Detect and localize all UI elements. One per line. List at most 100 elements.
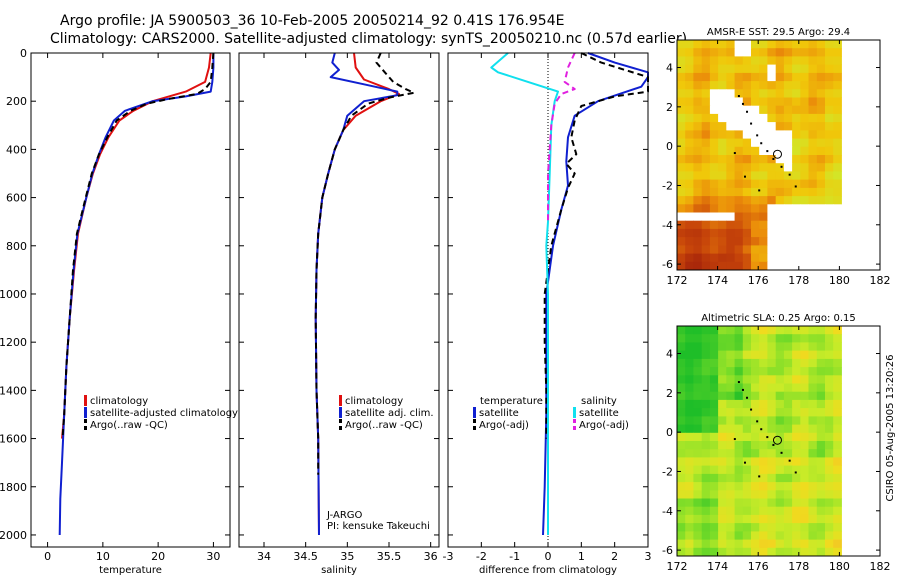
map-cell xyxy=(677,138,686,148)
map-cell xyxy=(816,163,826,172)
map-cell xyxy=(734,408,744,417)
map-sla: 172 174 176 178 180 182 -6 -4 -2 0 2 4 Altimetric SL… xyxy=(662,313,890,573)
map-cell xyxy=(808,130,818,140)
map-cell xyxy=(734,547,744,557)
map-cell xyxy=(751,334,760,343)
map-cell xyxy=(718,506,727,516)
island-dot xyxy=(794,471,797,474)
map-cell xyxy=(783,179,793,189)
map-cell xyxy=(701,130,711,140)
x-tick-label: 1 xyxy=(578,550,585,563)
map-cell xyxy=(825,146,834,156)
map-cell xyxy=(742,367,752,376)
map-cell xyxy=(808,514,818,524)
map-cell xyxy=(833,81,842,90)
map-cell xyxy=(792,212,801,222)
y-tick-label: 1200 xyxy=(0,336,27,349)
map-cell xyxy=(808,253,818,263)
map-cell xyxy=(825,449,834,458)
map-cell xyxy=(783,261,793,271)
island-dot xyxy=(788,459,791,462)
map-cell xyxy=(792,350,801,360)
map-cell xyxy=(759,457,768,467)
map-cell xyxy=(759,334,768,343)
map-cell xyxy=(677,97,686,107)
map-cell xyxy=(816,56,826,66)
map-cell xyxy=(783,547,793,557)
map-cell xyxy=(792,498,801,508)
map-cell xyxy=(808,64,818,74)
map-cell xyxy=(718,138,727,148)
map-cell xyxy=(800,432,809,442)
map-cell xyxy=(742,506,752,516)
map-cell xyxy=(816,130,826,140)
y-tick-label: -6 xyxy=(662,258,673,271)
map-cell xyxy=(709,342,719,352)
map-cell xyxy=(775,350,785,360)
map-cell xyxy=(816,498,826,508)
map-cell xyxy=(767,122,777,131)
map-cell xyxy=(718,514,727,524)
map-cell xyxy=(816,375,826,384)
map-cell xyxy=(833,457,842,467)
map-cell xyxy=(685,89,694,98)
map-cell xyxy=(816,146,826,156)
map-cell xyxy=(775,64,785,74)
map-cell xyxy=(759,40,768,49)
map-cell xyxy=(833,441,842,450)
map-cell xyxy=(759,416,768,426)
map-cell xyxy=(767,391,777,401)
map-cell xyxy=(808,482,818,491)
map-cell xyxy=(759,220,768,230)
map-cell xyxy=(775,113,785,123)
island-dot xyxy=(733,438,736,441)
map-title: Altimetric SLA: 0.25 Argo: 0.15 xyxy=(701,313,856,324)
map-cell xyxy=(742,490,752,499)
map-cell xyxy=(833,350,842,360)
map-cell xyxy=(685,383,694,393)
map-cell xyxy=(701,424,711,434)
map-cell xyxy=(825,171,834,181)
map-cell xyxy=(783,350,793,360)
map-cell xyxy=(751,187,760,197)
map-cell xyxy=(693,457,703,467)
map-cell xyxy=(816,334,826,343)
map-cell xyxy=(685,138,694,148)
map-cell xyxy=(759,105,768,115)
map-cell xyxy=(685,130,694,140)
y-tick-label: 2 xyxy=(666,101,673,114)
map-cell xyxy=(775,408,785,417)
map-cell xyxy=(792,416,801,426)
map-cell xyxy=(742,253,752,263)
map-cell xyxy=(701,187,711,197)
series-line-temperature-satellite xyxy=(542,52,649,536)
map-cell xyxy=(693,514,703,524)
map-cell xyxy=(726,441,735,450)
y-tick-label: 0 xyxy=(666,426,673,439)
map-cell xyxy=(701,342,711,352)
map-cell xyxy=(677,416,686,426)
map-cell xyxy=(734,72,744,82)
map-cell xyxy=(808,89,818,98)
map-cell xyxy=(718,163,727,172)
map-cell xyxy=(718,122,727,131)
map-cell xyxy=(775,220,785,230)
map-cell xyxy=(816,228,826,238)
map-cell xyxy=(775,196,785,205)
map-cell xyxy=(783,245,793,255)
annotation-pi: PI: kensuke Takeuchi xyxy=(327,521,430,532)
map-cell xyxy=(759,138,768,148)
map-cell xyxy=(825,465,834,475)
island-dot xyxy=(756,420,759,423)
map-cell xyxy=(677,358,686,368)
map-cell xyxy=(685,261,694,271)
map-cell xyxy=(800,237,809,246)
map-cell xyxy=(825,72,834,82)
map-cell xyxy=(726,179,735,189)
map-cell xyxy=(808,457,818,467)
map-cell xyxy=(751,237,760,246)
legend-entry-label: satellite xyxy=(479,408,519,419)
map-cell xyxy=(833,171,842,181)
map-cell xyxy=(775,56,785,66)
map-cell xyxy=(742,473,752,483)
